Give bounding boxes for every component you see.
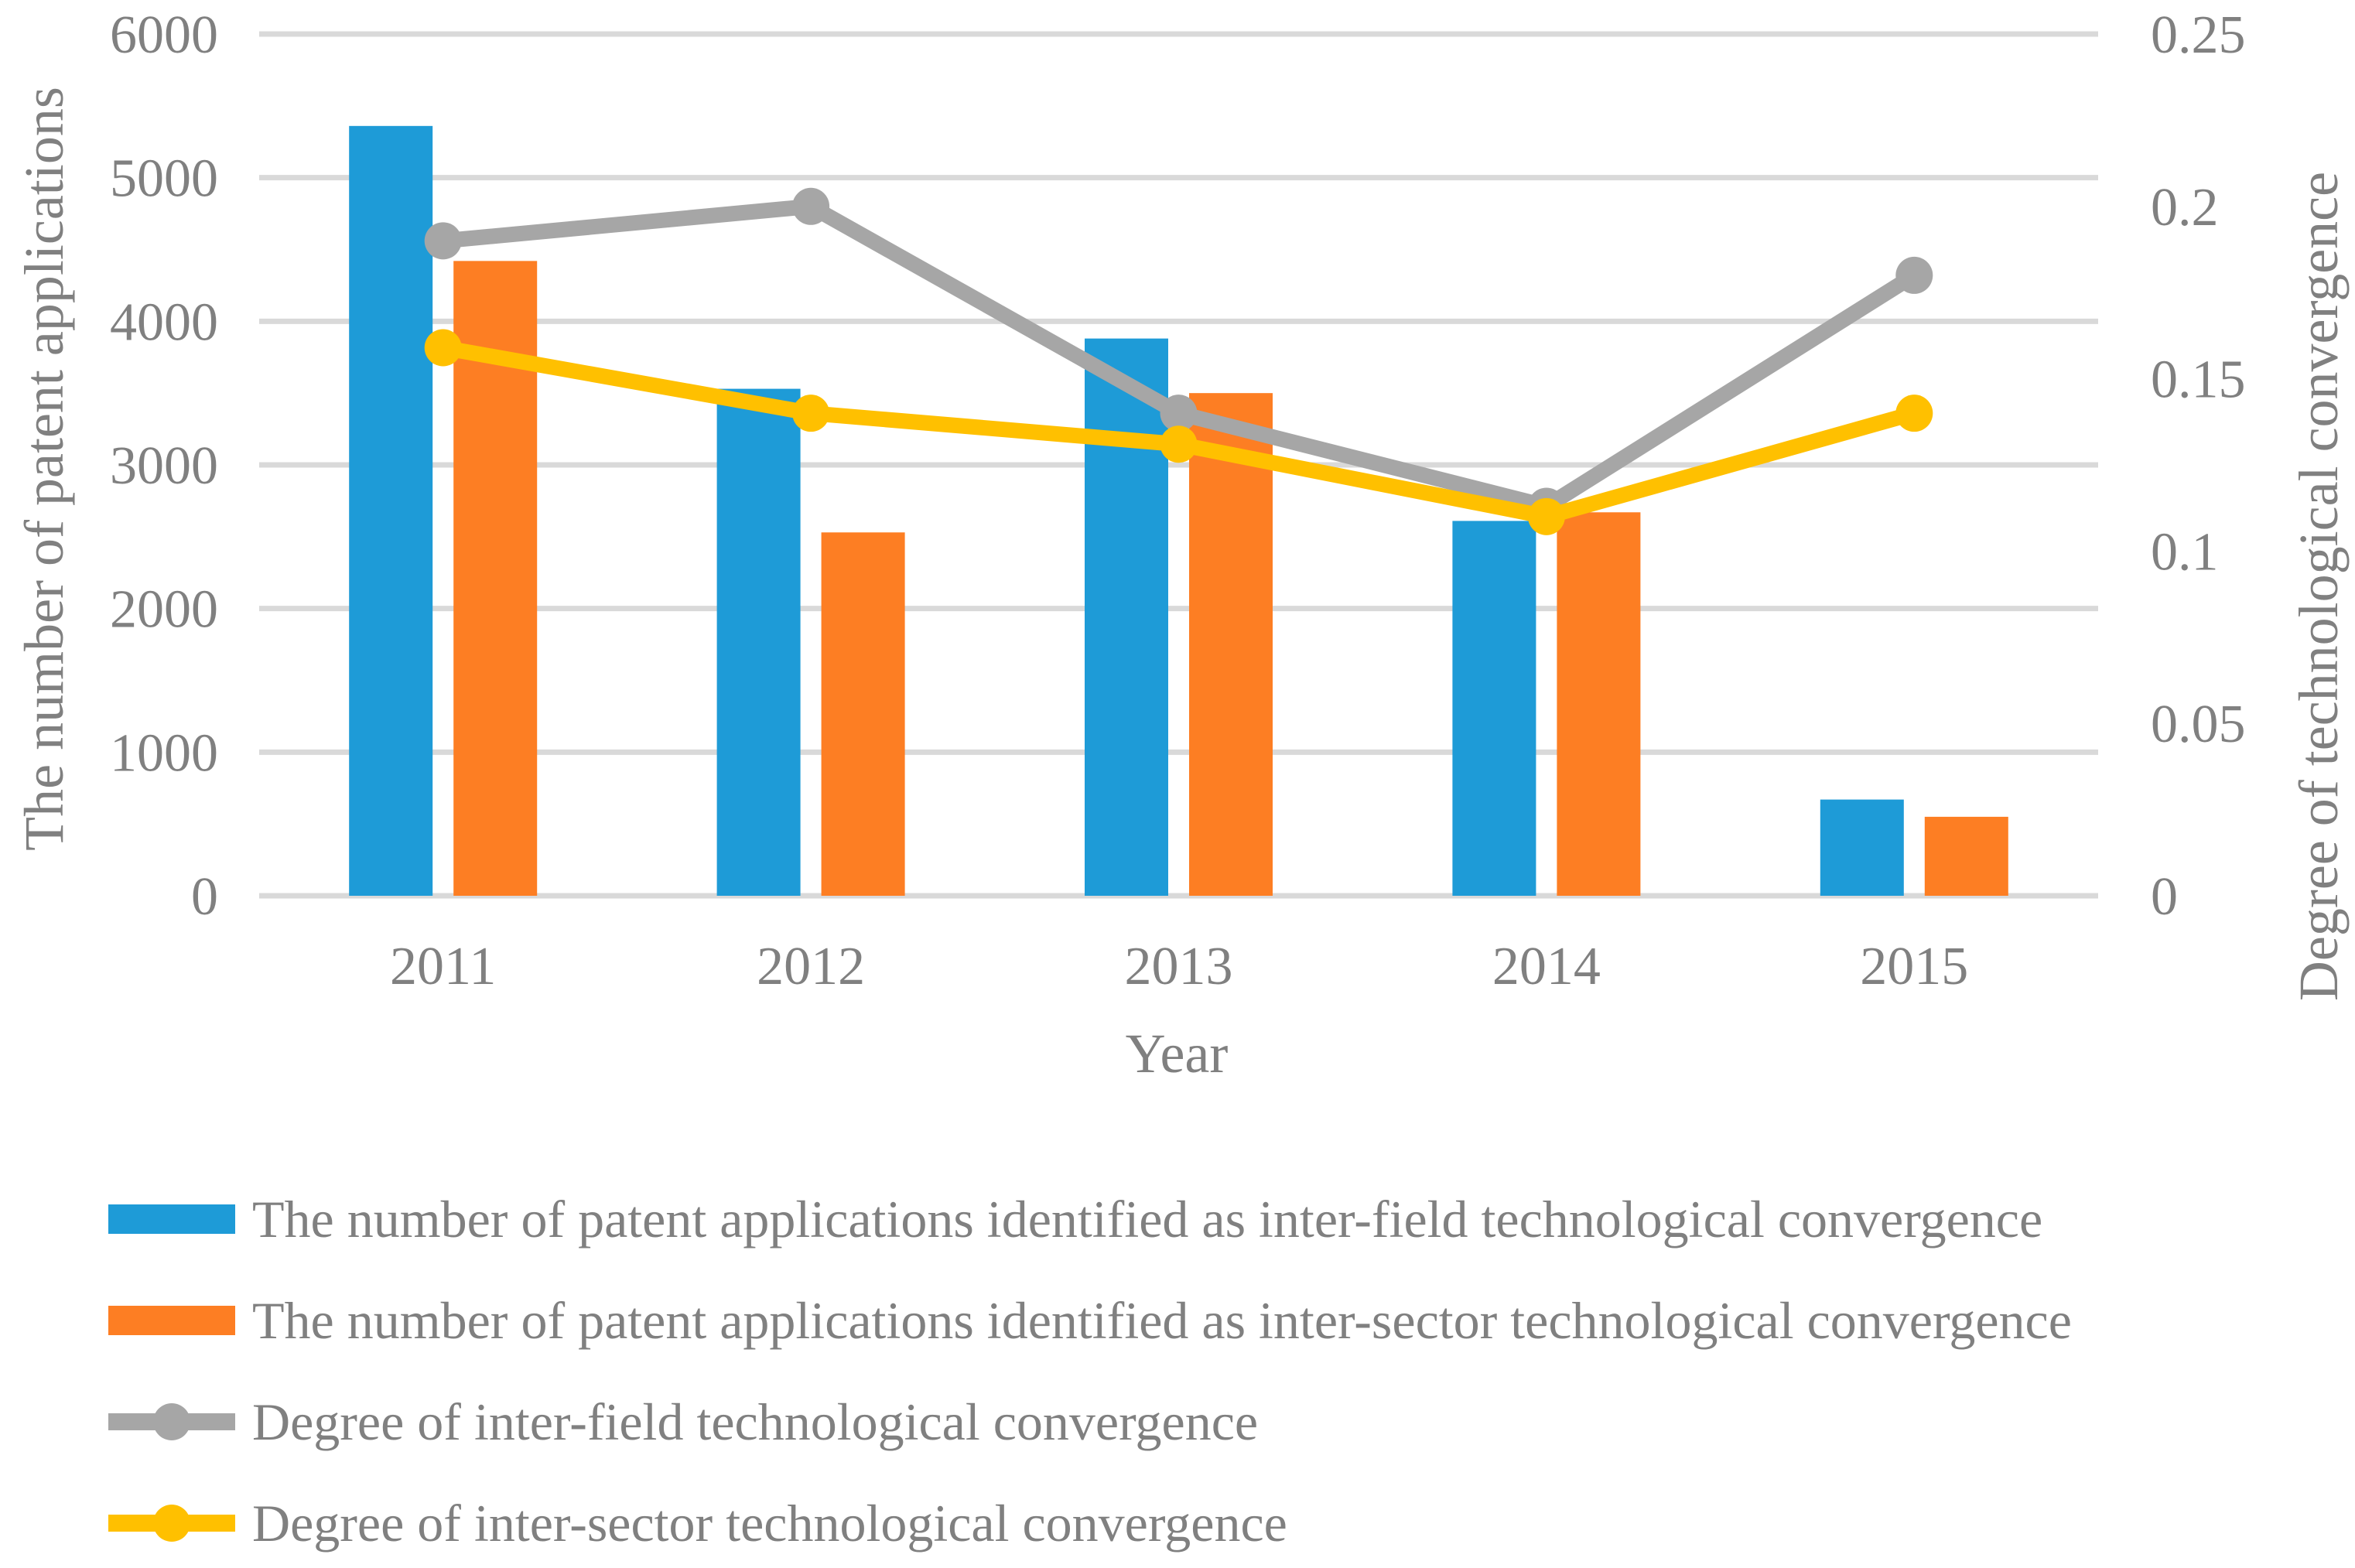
right-axis-tick-0.05: 0.05 [2151, 695, 2246, 754]
bar-inter-field-count-2014 [1452, 521, 1536, 896]
bar-inter-field-count-2013 [1085, 338, 1168, 896]
legend-label: The number of patent applications identi… [252, 1290, 2072, 1350]
left-axis-tick-2000: 2000 [110, 580, 218, 640]
left-axis-tick-6000: 6000 [110, 5, 218, 65]
legend-marker-icon [153, 1403, 190, 1440]
left-axis-tick-5000: 5000 [110, 149, 218, 209]
bar-inter-field-count-2012 [716, 388, 801, 896]
marker-inter-field-degree-2013 [1160, 395, 1198, 432]
right-axis-tick-0.15: 0.15 [2151, 350, 2246, 410]
legend-swatch-inter-field-degree [108, 1387, 235, 1457]
marker-inter-sector-degree-2014 [1527, 497, 1565, 535]
left-axis-tick-4000: 4000 [110, 292, 218, 352]
bar-inter-sector-count-2012 [821, 532, 905, 896]
left-axis-tick-3000: 3000 [110, 436, 218, 496]
right-axis-title: Degree of technological convergence [2288, 171, 2350, 1002]
right-axis-tick-0.25: 0.25 [2151, 5, 2246, 65]
x-axis-title: Year [1125, 1023, 1229, 1085]
left-axis-tick-0: 0 [191, 867, 218, 927]
marker-inter-field-degree-2012 [792, 187, 830, 225]
marker-inter-sector-degree-2013 [1160, 425, 1198, 463]
bar-inter-sector-count-2013 [1189, 393, 1273, 897]
legend-item-inter-field-count: The number of patent applications identi… [108, 1184, 2042, 1254]
combo-chart-plot: 0 1000 2000 3000 4000 5000 6000 0 0.05 0.1 0.15 0.2… [110, 5, 2246, 996]
x-axis-tick-2013: 2013 [1125, 937, 1233, 996]
legend-item-inter-sector-degree: Degree of inter-sector technological con… [108, 1488, 1287, 1558]
marker-inter-field-degree-2011 [424, 222, 462, 260]
x-axis-tick-2015: 2015 [1860, 937, 1968, 996]
marker-inter-sector-degree-2011 [424, 329, 462, 367]
legend-marker-icon [153, 1505, 190, 1542]
marker-inter-sector-degree-2012 [792, 395, 830, 432]
x-axis-tick-2012: 2012 [757, 937, 865, 996]
x-axis-tick-2011: 2011 [390, 937, 496, 996]
left-axis-tick-1000: 1000 [110, 723, 218, 783]
legend-label: Degree of inter-sector technological con… [252, 1493, 1287, 1553]
legend-swatch-inter-sector-degree [108, 1488, 235, 1558]
legend-label: The number of patent applications identi… [252, 1189, 2043, 1249]
marker-inter-field-degree-2015 [1895, 256, 1933, 294]
right-axis-tick-0.2: 0.2 [2151, 178, 2219, 237]
right-axis-tick-0: 0 [2151, 867, 2178, 927]
legend-item-inter-sector-count: The number of patent applications identi… [108, 1286, 2072, 1355]
x-axis-tick-2014: 2014 [1492, 937, 1601, 996]
bar-inter-field-count-2011 [349, 125, 433, 896]
marker-inter-sector-degree-2015 [1895, 395, 1933, 432]
bar-inter-sector-count-2015 [1924, 816, 2008, 896]
bar-inter-sector-count-2014 [1557, 512, 1641, 896]
bar-inter-field-count-2015 [1820, 799, 1904, 896]
legend-label: Degree of inter-field technological conv… [252, 1392, 1259, 1451]
legend-swatch-inter-field-count [108, 1204, 235, 1234]
left-axis-title: The number of patent applications [13, 87, 75, 851]
legend-swatch-inter-sector-count [108, 1306, 235, 1335]
legend-item-inter-field-degree: Degree of inter-field technological conv… [108, 1387, 1258, 1457]
right-axis-tick-0.1: 0.1 [2151, 522, 2219, 582]
